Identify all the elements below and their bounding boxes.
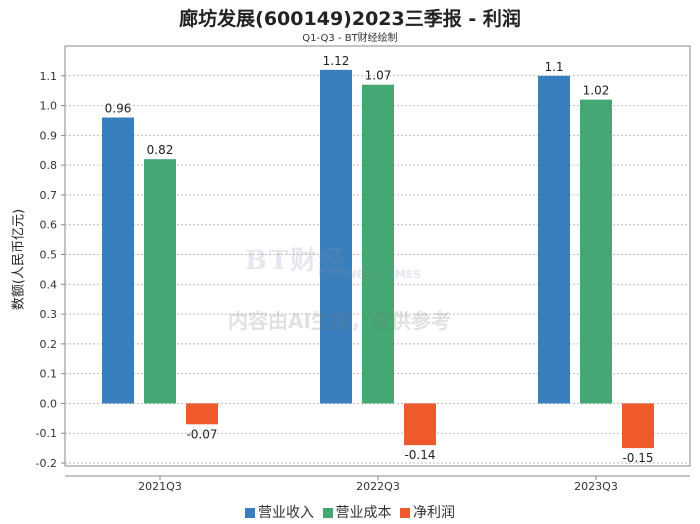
data-label: 1.02 xyxy=(583,84,610,98)
bar xyxy=(320,69,352,404)
chart-title: 廊坊发展(600149)2023三季报 - 利润 xyxy=(179,8,521,30)
chart-subtitle: Q1-Q3 - BT财经绘制 xyxy=(302,33,398,44)
legend-label: 营业收入 xyxy=(258,505,315,521)
data-label: 1.07 xyxy=(365,69,392,83)
legend-item[interactable]: 净利润 xyxy=(399,502,455,522)
watermark-brand: BT财经 xyxy=(245,246,347,276)
data-label: 1.1 xyxy=(544,60,563,74)
y-tick-label: -0.1 xyxy=(36,427,57,440)
bar xyxy=(102,117,134,404)
x-tick-label: 2022Q3 xyxy=(356,480,400,493)
legend: 营业收入 营业成本 净利润 xyxy=(0,502,700,522)
y-tick-label: 1.1 xyxy=(40,70,58,83)
watermark-notice: 内容由AI生成，仅供参考 xyxy=(228,309,451,333)
y-tick-label: 0.5 xyxy=(40,249,58,262)
y-tick-label: 0.3 xyxy=(40,308,58,321)
legend-swatch xyxy=(245,508,256,518)
bar xyxy=(404,403,436,446)
bar xyxy=(580,99,612,404)
y-tick-label: 1.0 xyxy=(40,100,58,113)
data-label: 0.82 xyxy=(147,143,174,157)
y-tick-label: 0.7 xyxy=(40,189,58,202)
y-tick-label: 0.0 xyxy=(40,397,58,410)
bar xyxy=(538,75,570,404)
data-label: -0.07 xyxy=(186,427,217,441)
y-tick-label: 0.9 xyxy=(40,129,58,142)
bar xyxy=(186,403,218,425)
legend-item[interactable]: 营业收入 xyxy=(245,502,314,522)
y-tick-label: -0.2 xyxy=(36,457,57,470)
watermark-brand-en: BUSINESS TIMES xyxy=(318,268,422,281)
legend-label: 营业成本 xyxy=(335,505,392,521)
data-label: 0.96 xyxy=(105,101,132,115)
legend-item[interactable]: 营业成本 xyxy=(322,502,392,522)
y-tick-label: 0.6 xyxy=(40,219,58,232)
y-tick-label: 0.8 xyxy=(40,159,58,172)
y-tick-label: 0.4 xyxy=(40,278,58,291)
legend-swatch xyxy=(322,508,333,518)
legend-swatch xyxy=(399,508,410,518)
legend-label: 净利润 xyxy=(412,505,455,521)
x-tick-label: 2023Q3 xyxy=(574,480,618,493)
data-label: -0.15 xyxy=(622,451,653,465)
data-label: 1.12 xyxy=(323,54,350,68)
bar xyxy=(362,84,394,404)
bar xyxy=(622,403,654,449)
bar xyxy=(144,159,176,404)
data-label: -0.14 xyxy=(404,448,435,462)
y-tick-label: 0.1 xyxy=(40,368,58,381)
y-tick-label: 0.2 xyxy=(40,338,58,351)
x-tick-label: 2021Q3 xyxy=(138,480,182,493)
